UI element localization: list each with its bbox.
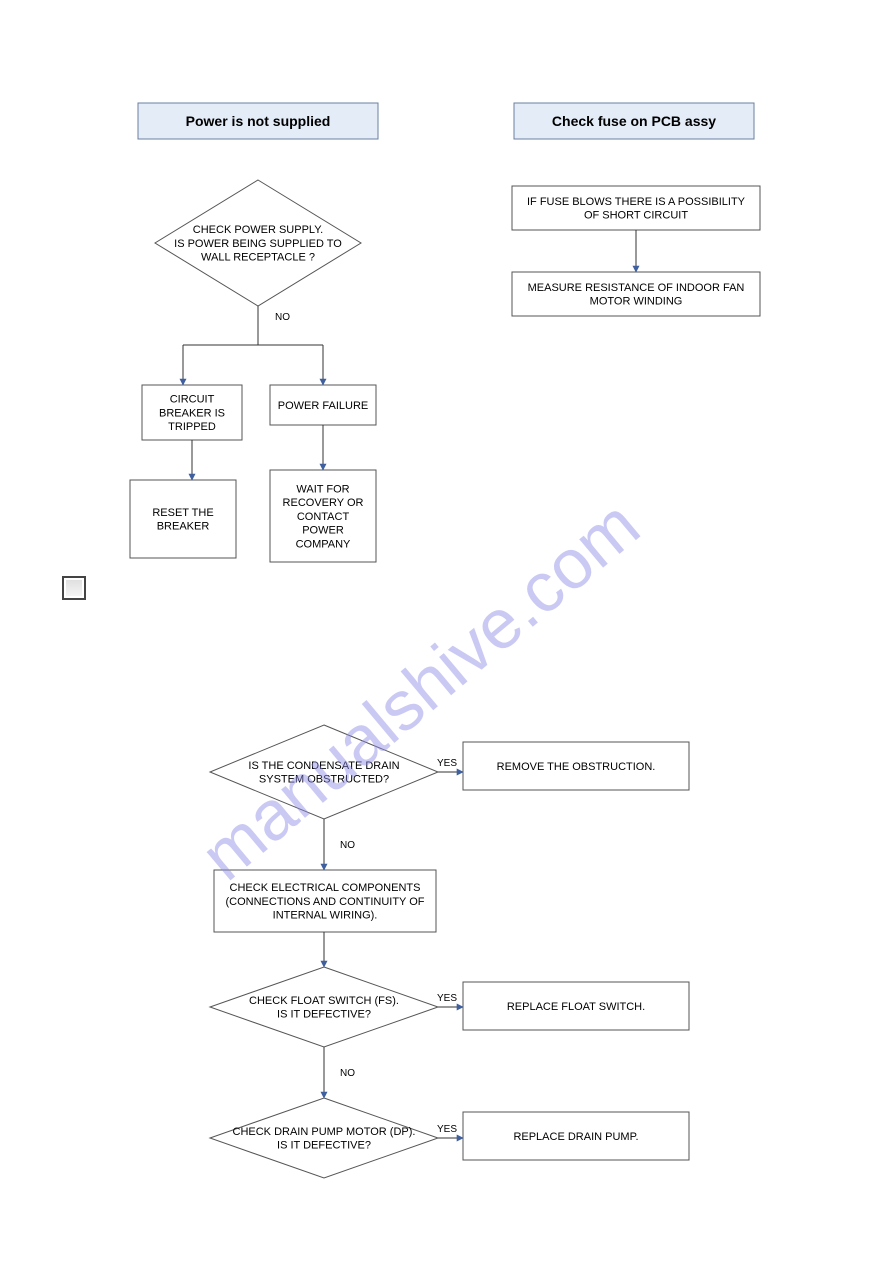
svg-text:Power is not supplied: Power is not supplied — [186, 113, 331, 129]
svg-text:NO: NO — [340, 1068, 355, 1079]
svg-text:POWER FAILURE: POWER FAILURE — [278, 400, 368, 412]
svg-text:REMOVE THE OBSTRUCTION.: REMOVE THE OBSTRUCTION. — [497, 761, 656, 773]
svg-text:IS THE CONDENSATE DRAINSYSTEM: IS THE CONDENSATE DRAINSYSTEM OBSTRUCTED… — [248, 760, 399, 786]
flowchart-canvas: Power is not supplied Check fuse on PCB a… — [0, 0, 893, 1263]
stop-icon — [62, 576, 86, 600]
svg-text:NO: NO — [275, 312, 290, 323]
svg-text:REPLACE DRAIN PUMP.: REPLACE DRAIN PUMP. — [513, 1131, 638, 1143]
svg-text:YES: YES — [437, 1124, 457, 1135]
svg-text:NO: NO — [340, 840, 355, 851]
svg-text:RESET THEBREAKER: RESET THEBREAKER — [152, 507, 213, 533]
svg-text:Check fuse on PCB assy: Check fuse on PCB assy — [552, 113, 716, 129]
svg-text:YES: YES — [437, 758, 457, 769]
svg-text:YES: YES — [437, 993, 457, 1004]
svg-text:REPLACE FLOAT SWITCH.: REPLACE FLOAT SWITCH. — [507, 1001, 645, 1013]
